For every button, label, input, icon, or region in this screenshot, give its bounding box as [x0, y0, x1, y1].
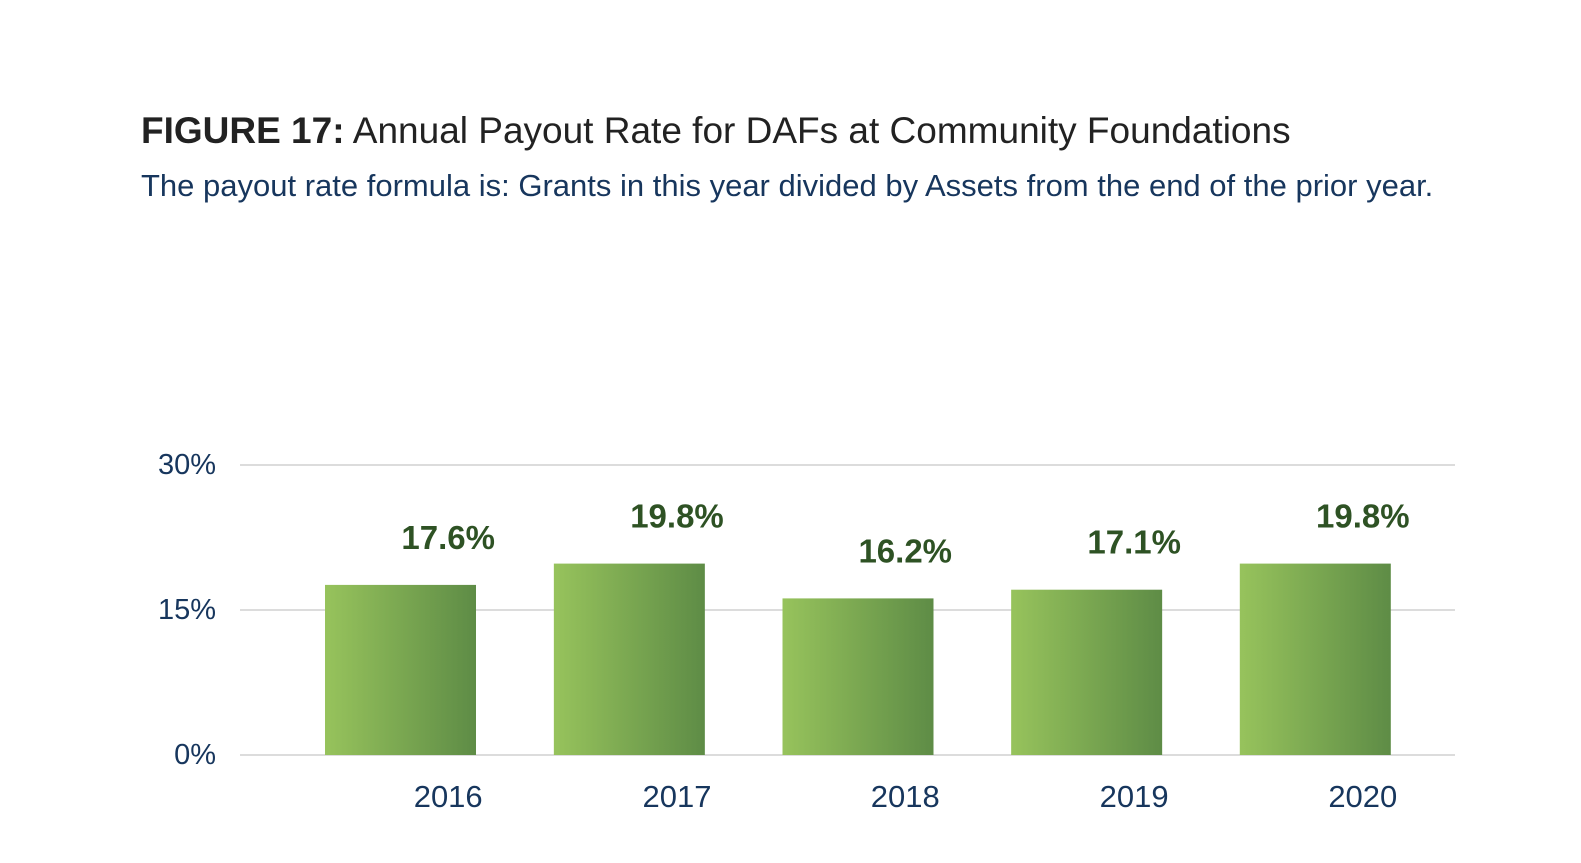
svg-text:2019: 2019	[1100, 779, 1169, 814]
svg-text:0%: 0%	[174, 739, 216, 771]
svg-text:16.2%: 16.2%	[858, 532, 952, 569]
svg-text:19.8%: 19.8%	[630, 498, 724, 535]
svg-text:30%: 30%	[158, 449, 216, 481]
svg-text:15%: 15%	[158, 594, 216, 626]
svg-text:2018: 2018	[871, 779, 940, 814]
svg-text:2020: 2020	[1328, 779, 1397, 814]
svg-text:17.6%: 17.6%	[401, 519, 495, 556]
svg-text:2017: 2017	[643, 779, 712, 814]
svg-text:19.8%: 19.8%	[1316, 498, 1410, 535]
svg-text:17.1%: 17.1%	[1087, 524, 1181, 561]
svg-text:2016: 2016	[414, 779, 483, 814]
